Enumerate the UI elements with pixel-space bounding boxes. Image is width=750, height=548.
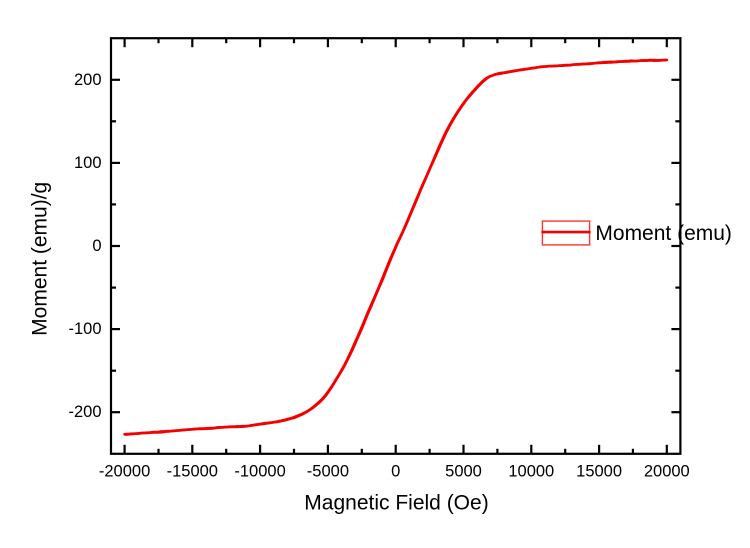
svg-text:100: 100 — [74, 154, 102, 172]
svg-text:Moment (emu): Moment (emu) — [595, 222, 732, 245]
svg-text:-10000: -10000 — [234, 463, 285, 481]
svg-text:10000: 10000 — [508, 463, 554, 481]
svg-text:15000: 15000 — [576, 463, 622, 481]
svg-text:0: 0 — [391, 463, 400, 481]
svg-text:5000: 5000 — [445, 463, 482, 481]
svg-text:-200: -200 — [68, 403, 101, 421]
svg-text:0: 0 — [92, 237, 101, 255]
svg-text:-20000: -20000 — [99, 463, 150, 481]
svg-text:-100: -100 — [68, 320, 101, 338]
svg-text:-15000: -15000 — [167, 463, 218, 481]
svg-text:200: 200 — [74, 71, 102, 89]
svg-text:Moment (emu)/g: Moment (emu)/g — [29, 182, 52, 336]
svg-text:-5000: -5000 — [307, 463, 349, 481]
svg-text:Magnetic Field (Oe): Magnetic Field (Oe) — [304, 492, 488, 515]
svg-text:20000: 20000 — [644, 463, 690, 481]
